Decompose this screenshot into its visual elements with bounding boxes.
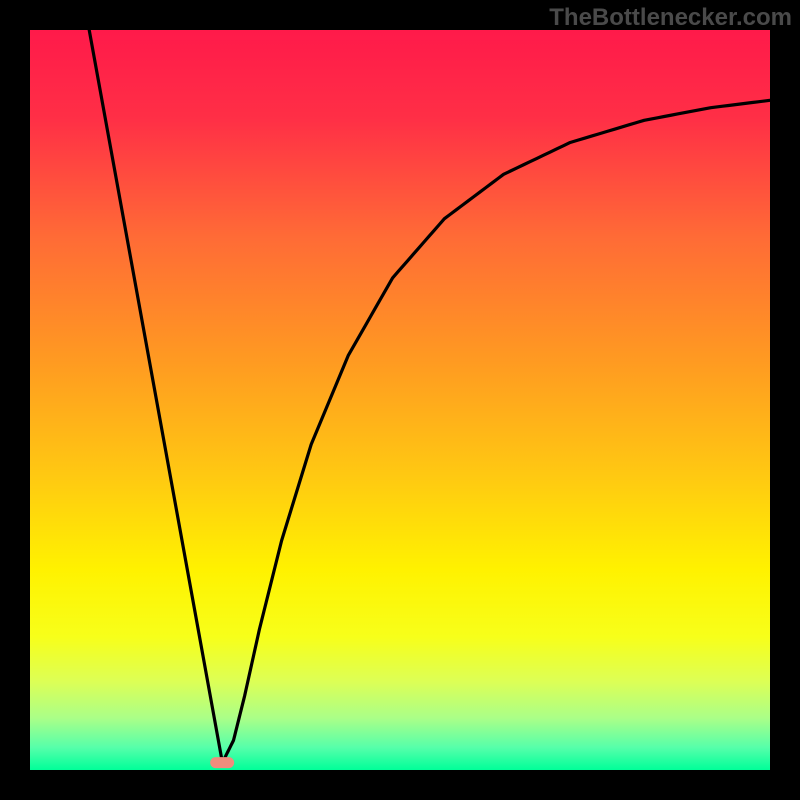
curve-path xyxy=(89,30,770,763)
optimal-point-marker xyxy=(211,757,235,769)
plot-area xyxy=(30,30,770,770)
chart-canvas: TheBottlenecker.com xyxy=(0,0,800,800)
bottleneck-curve xyxy=(30,30,770,770)
watermark-text: TheBottlenecker.com xyxy=(549,4,792,32)
